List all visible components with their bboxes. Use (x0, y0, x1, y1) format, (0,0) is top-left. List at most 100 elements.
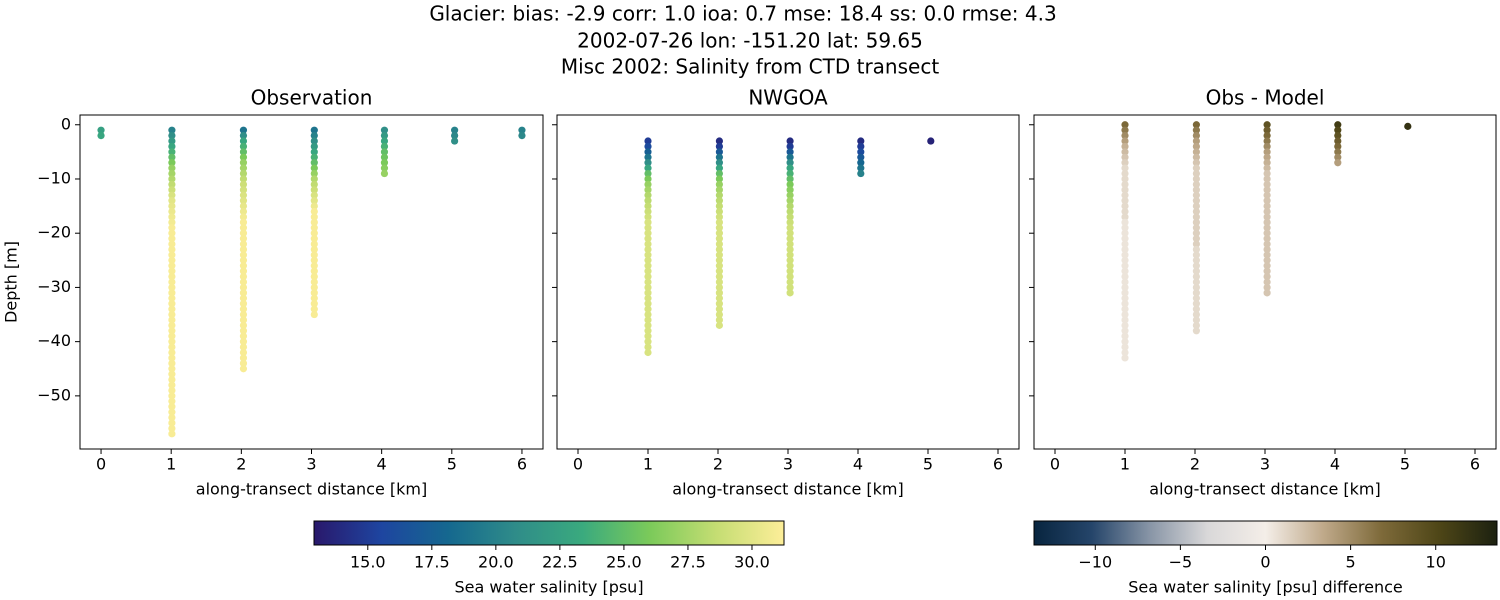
point (857, 142, 865, 151)
point (239, 137, 248, 145)
point (1192, 126, 1200, 134)
point (1263, 186, 1271, 194)
point (97, 126, 105, 134)
point (1121, 289, 1129, 297)
point (1121, 278, 1129, 286)
point (786, 251, 794, 259)
point (1263, 235, 1271, 243)
point (786, 218, 794, 226)
point (1121, 142, 1129, 151)
point (786, 262, 794, 270)
point (239, 224, 248, 232)
point (715, 321, 724, 329)
point (239, 126, 248, 134)
point (715, 153, 724, 161)
point (715, 289, 724, 297)
colorbar-label: Sea water salinity [psu] difference (1128, 578, 1403, 597)
point (168, 262, 176, 270)
point (1121, 245, 1129, 254)
x-tick-label: 3 (306, 455, 316, 474)
panel-title: Obs - Model (1206, 86, 1325, 110)
point (786, 191, 794, 199)
point (380, 132, 389, 140)
point (239, 354, 248, 362)
point (168, 305, 176, 313)
point (1192, 186, 1200, 194)
point (644, 256, 652, 264)
point (168, 142, 176, 151)
point (239, 229, 248, 237)
point (786, 164, 794, 172)
point (644, 262, 652, 270)
point (310, 213, 318, 221)
point (239, 267, 248, 275)
colorbar-tick-label: −10 (1078, 553, 1112, 572)
point (1192, 218, 1200, 226)
point (168, 191, 176, 199)
point (239, 142, 248, 151)
point (1121, 180, 1129, 189)
point (1263, 240, 1271, 248)
x-tick-label: 3 (783, 455, 793, 474)
point (1263, 207, 1271, 216)
point (168, 294, 176, 302)
point (644, 272, 652, 281)
point (1121, 132, 1129, 140)
point (1121, 186, 1129, 194)
point (168, 375, 176, 384)
x-tick-label: 0 (96, 455, 106, 474)
point (1263, 256, 1271, 264)
point (310, 207, 318, 216)
point (715, 267, 724, 275)
point (310, 186, 318, 194)
point (715, 164, 724, 172)
point (715, 300, 724, 308)
point (1192, 229, 1200, 237)
point (1263, 229, 1271, 237)
colorbar-tick-label: 27.5 (670, 553, 706, 572)
point (644, 207, 652, 216)
point (1192, 142, 1200, 151)
point (715, 224, 724, 232)
point (168, 267, 176, 275)
point (239, 278, 248, 286)
point (1121, 267, 1129, 275)
point (380, 126, 389, 134)
point (168, 332, 176, 340)
point (1263, 142, 1271, 151)
point (1192, 224, 1200, 232)
point (1263, 121, 1271, 129)
point (644, 235, 652, 243)
point (1121, 164, 1129, 172)
point (310, 256, 318, 264)
point (239, 164, 248, 172)
point (715, 240, 724, 248)
x-axis-label: along-transect distance [km] (672, 480, 903, 499)
point (644, 175, 652, 183)
y-tick-label: −20 (37, 223, 71, 242)
point (239, 251, 248, 259)
point (1263, 126, 1271, 134)
point (380, 137, 389, 145)
point (644, 218, 652, 226)
y-tick-label: −10 (37, 168, 71, 187)
x-tick-label: 6 (1470, 455, 1480, 474)
point (786, 224, 794, 232)
point (239, 294, 248, 302)
point (715, 294, 724, 302)
point (1121, 262, 1129, 270)
point (168, 283, 176, 292)
point (310, 229, 318, 237)
point (1334, 159, 1342, 167)
point (1334, 148, 1342, 156)
point (451, 126, 459, 134)
x-tick-label: 1 (166, 455, 176, 474)
point (310, 267, 318, 275)
point (239, 262, 248, 270)
point (1192, 148, 1200, 156)
point (168, 386, 176, 395)
point (310, 164, 318, 172)
point (380, 153, 389, 161)
point (1263, 148, 1271, 156)
point (857, 153, 865, 161)
